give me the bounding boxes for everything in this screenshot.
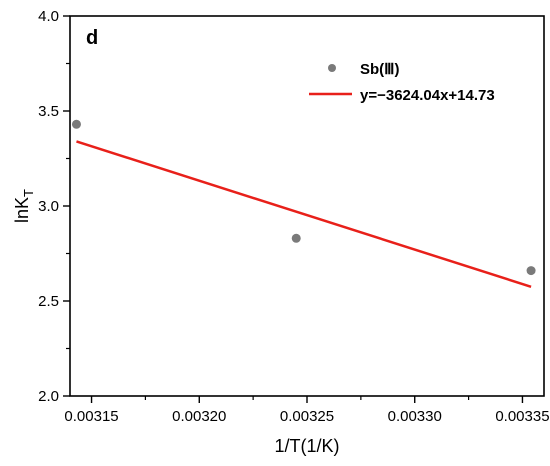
- x-axis-title: 1/T(1/K): [274, 436, 339, 456]
- y-tick-label: 3.0: [38, 198, 59, 215]
- fit-line: [76, 140, 532, 288]
- plot-frame: [69, 15, 545, 397]
- y-axis-title-subscript: T: [21, 189, 36, 197]
- legend-label-scatter: Sb(Ⅲ): [360, 61, 400, 78]
- y-axis-title-main: lnK: [12, 197, 32, 223]
- x-tick-label: 0.00325: [280, 408, 334, 425]
- data-point: [71, 119, 81, 129]
- y-tick-label: 2.5: [38, 293, 59, 310]
- x-tick-label: 0.00315: [64, 408, 118, 425]
- x-tick-label: 0.00320: [172, 408, 226, 425]
- legend-label-line: y=−3624.04x+14.73: [360, 87, 495, 104]
- x-axis-ticks: 0.00315 0.00320 0.00325 0.00330 0.00335: [64, 396, 550, 425]
- y-tick-label: 3.5: [38, 103, 59, 120]
- data-point: [526, 266, 536, 276]
- y-tick-label: 4.0: [38, 8, 59, 25]
- legend: Sb(Ⅲ) y=−3624.04x+14.73: [309, 61, 495, 104]
- legend-marker-scatter: [328, 64, 336, 72]
- y-axis-title: lnKT: [12, 189, 36, 223]
- data-point: [291, 233, 301, 243]
- x-tick-label: 0.00330: [388, 408, 442, 425]
- panel-label: d: [86, 27, 98, 49]
- x-tick-label: 0.00335: [495, 408, 549, 425]
- y-tick-label: 2.0: [38, 388, 59, 405]
- y-axis-ticks: 2.0 2.5 3.0 3.5 4.0: [38, 8, 70, 405]
- series-layer: [71, 119, 536, 288]
